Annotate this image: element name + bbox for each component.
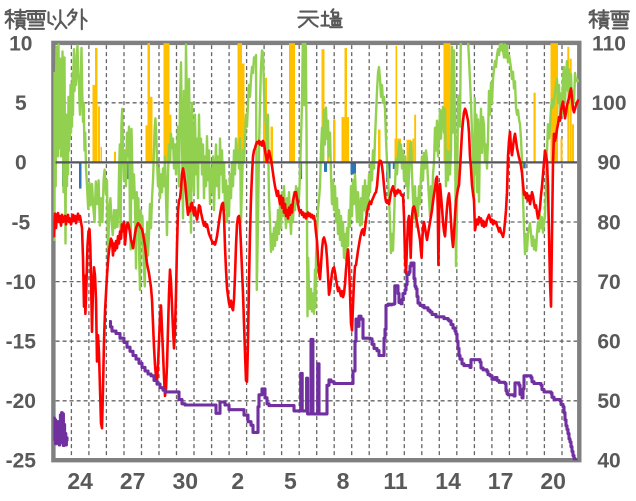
svg-text:5: 5 bbox=[284, 468, 297, 494]
svg-text:-10: -10 bbox=[6, 271, 36, 294]
svg-text:14: 14 bbox=[435, 468, 461, 494]
svg-text:-25: -25 bbox=[6, 450, 37, 473]
svg-text:0: 0 bbox=[15, 152, 27, 175]
svg-text:24: 24 bbox=[67, 468, 93, 494]
svg-text:70: 70 bbox=[597, 271, 620, 294]
svg-text:100: 100 bbox=[591, 92, 626, 115]
svg-text:40: 40 bbox=[597, 450, 620, 473]
svg-text:5: 5 bbox=[15, 92, 27, 115]
svg-text:80: 80 bbox=[597, 211, 620, 234]
svg-text:27: 27 bbox=[120, 468, 146, 494]
svg-text:60: 60 bbox=[597, 331, 620, 354]
svg-text:-20: -20 bbox=[6, 390, 36, 413]
svg-text:8: 8 bbox=[337, 468, 350, 494]
svg-text:110: 110 bbox=[592, 33, 626, 56]
svg-text:90: 90 bbox=[597, 152, 620, 175]
svg-text:-15: -15 bbox=[6, 331, 37, 354]
svg-text:-5: -5 bbox=[11, 211, 30, 234]
svg-text:20: 20 bbox=[540, 468, 566, 494]
svg-text:11: 11 bbox=[383, 468, 408, 494]
svg-text:10: 10 bbox=[9, 33, 32, 56]
svg-text:50: 50 bbox=[597, 390, 620, 413]
svg-text:2: 2 bbox=[231, 468, 244, 494]
svg-text:17: 17 bbox=[488, 468, 514, 494]
svg-text:30: 30 bbox=[173, 468, 199, 494]
